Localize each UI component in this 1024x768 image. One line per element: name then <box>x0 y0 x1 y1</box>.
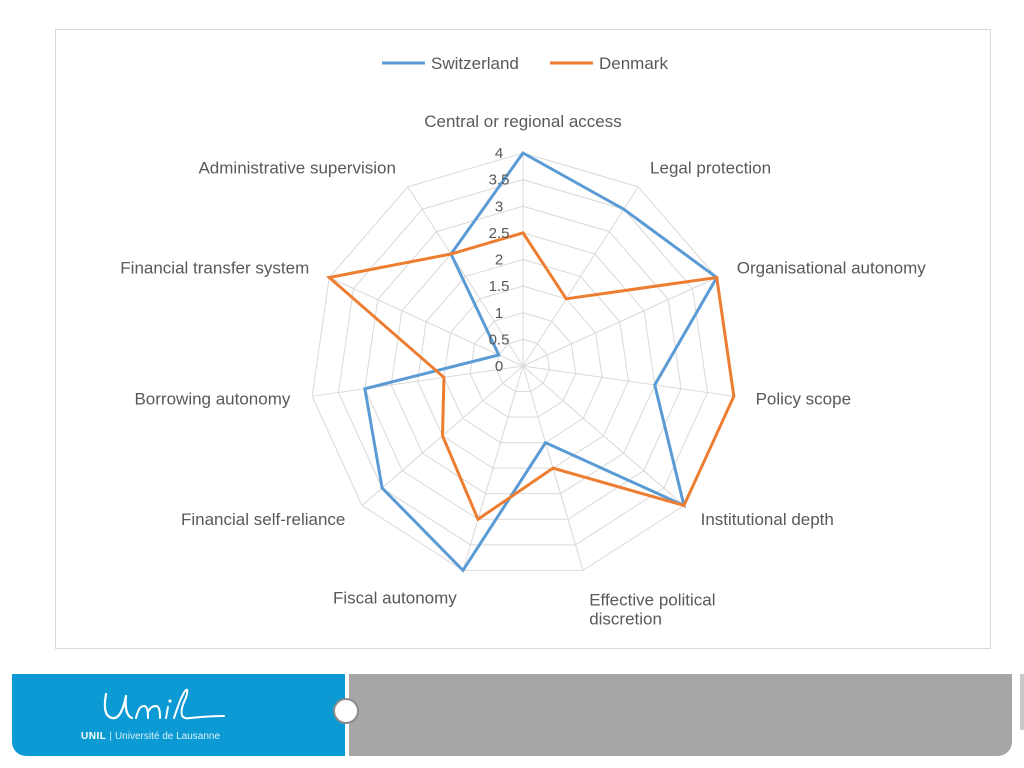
category-label-4: Institutional depth <box>701 510 834 529</box>
category-label-line: Administrative supervision <box>198 158 395 177</box>
category-label-line: Institutional depth <box>701 510 834 529</box>
tick-label-0.5: 0.5 <box>489 331 510 348</box>
unil-caption: UNIL | Université de Lausanne <box>81 730 220 744</box>
footer-divider-dot <box>333 698 359 724</box>
category-label-9: Financial transfer system <box>120 258 309 277</box>
unil-logo-signature <box>103 688 225 720</box>
university-name: Université de Lausanne <box>114 731 221 742</box>
radar-chart: 0 0.5 1 1.5 2 2.5 3 3.5 4 Central or regional acc… <box>120 54 927 628</box>
spoke-2 <box>522 277 717 367</box>
spoke-8 <box>312 365 524 397</box>
category-label-5: Effective political discretion <box>589 590 715 628</box>
category-label-line: Organisational autonomy <box>737 258 927 277</box>
tick-label-1.5: 1.5 <box>489 278 510 295</box>
category-label-line: Legal protection <box>650 158 771 177</box>
tick-label-2.5: 2.5 <box>489 225 510 242</box>
grid-ring-1 <box>469 312 577 418</box>
category-label-1: Legal protection <box>650 158 771 177</box>
spoke-4 <box>522 365 685 506</box>
series-line-denmark <box>325 231 736 522</box>
footer-gray-panel <box>349 674 1012 756</box>
unil-short-name: UNIL <box>81 731 107 742</box>
category-label-0: Central or regional access <box>424 112 621 131</box>
spoke-1 <box>522 186 639 367</box>
spoke-10 <box>407 186 524 367</box>
category-label-8: Borrowing autonomy <box>134 389 290 408</box>
spoke-3 <box>522 365 734 397</box>
category-label-line: Borrowing autonomy <box>134 389 290 408</box>
spoke-9 <box>329 277 524 367</box>
tick-label-3.5: 3.5 <box>489 172 510 189</box>
category-label-7: Financial self-reliance <box>181 510 345 529</box>
grid-ring-4 <box>311 152 735 571</box>
grid-ring-3 <box>364 205 682 520</box>
grid-ring-2.5 <box>390 232 656 495</box>
grid-ring-0.5 <box>496 338 550 393</box>
grid-ring-3.5 <box>338 179 708 546</box>
category-label-line: Central or regional access <box>424 112 621 131</box>
caption-separator: | <box>109 731 112 742</box>
category-label-line: Policy scope <box>756 389 851 408</box>
tick-label-3: 3 <box>495 198 503 215</box>
category-label-3: Policy scope <box>756 389 851 408</box>
footer-logo-panel <box>12 674 345 756</box>
category-label-line: Effective political <box>589 590 715 609</box>
grid-ring-1.5 <box>443 285 603 444</box>
category-label-6: Fiscal autonomy <box>333 588 457 607</box>
tick-label-1: 1 <box>495 305 503 322</box>
series-line-switzerland <box>363 151 719 573</box>
tick-label-2: 2 <box>495 252 503 269</box>
tick-label-0: 0 <box>495 358 503 375</box>
tick-label-4: 4 <box>495 145 503 162</box>
category-label-line: discretion <box>589 609 662 628</box>
category-label-line: Financial self-reliance <box>181 510 345 529</box>
footer-edge-strip <box>1020 674 1024 730</box>
category-label-10: Administrative supervision <box>198 158 395 177</box>
grid-ring-2 <box>417 258 629 469</box>
chart-frame: 0 0.5 1 1.5 2 2.5 3 3.5 4 Central or regional acc… <box>55 29 991 649</box>
spoke-6 <box>462 365 524 571</box>
category-label-line: Financial transfer system <box>120 258 309 277</box>
legend-label-switzerland: Switzerland <box>431 54 519 73</box>
category-label-line: Fiscal autonomy <box>333 588 457 607</box>
category-label-2: Organisational autonomy <box>737 258 927 277</box>
legend-label-denmark: Denmark <box>599 54 668 73</box>
